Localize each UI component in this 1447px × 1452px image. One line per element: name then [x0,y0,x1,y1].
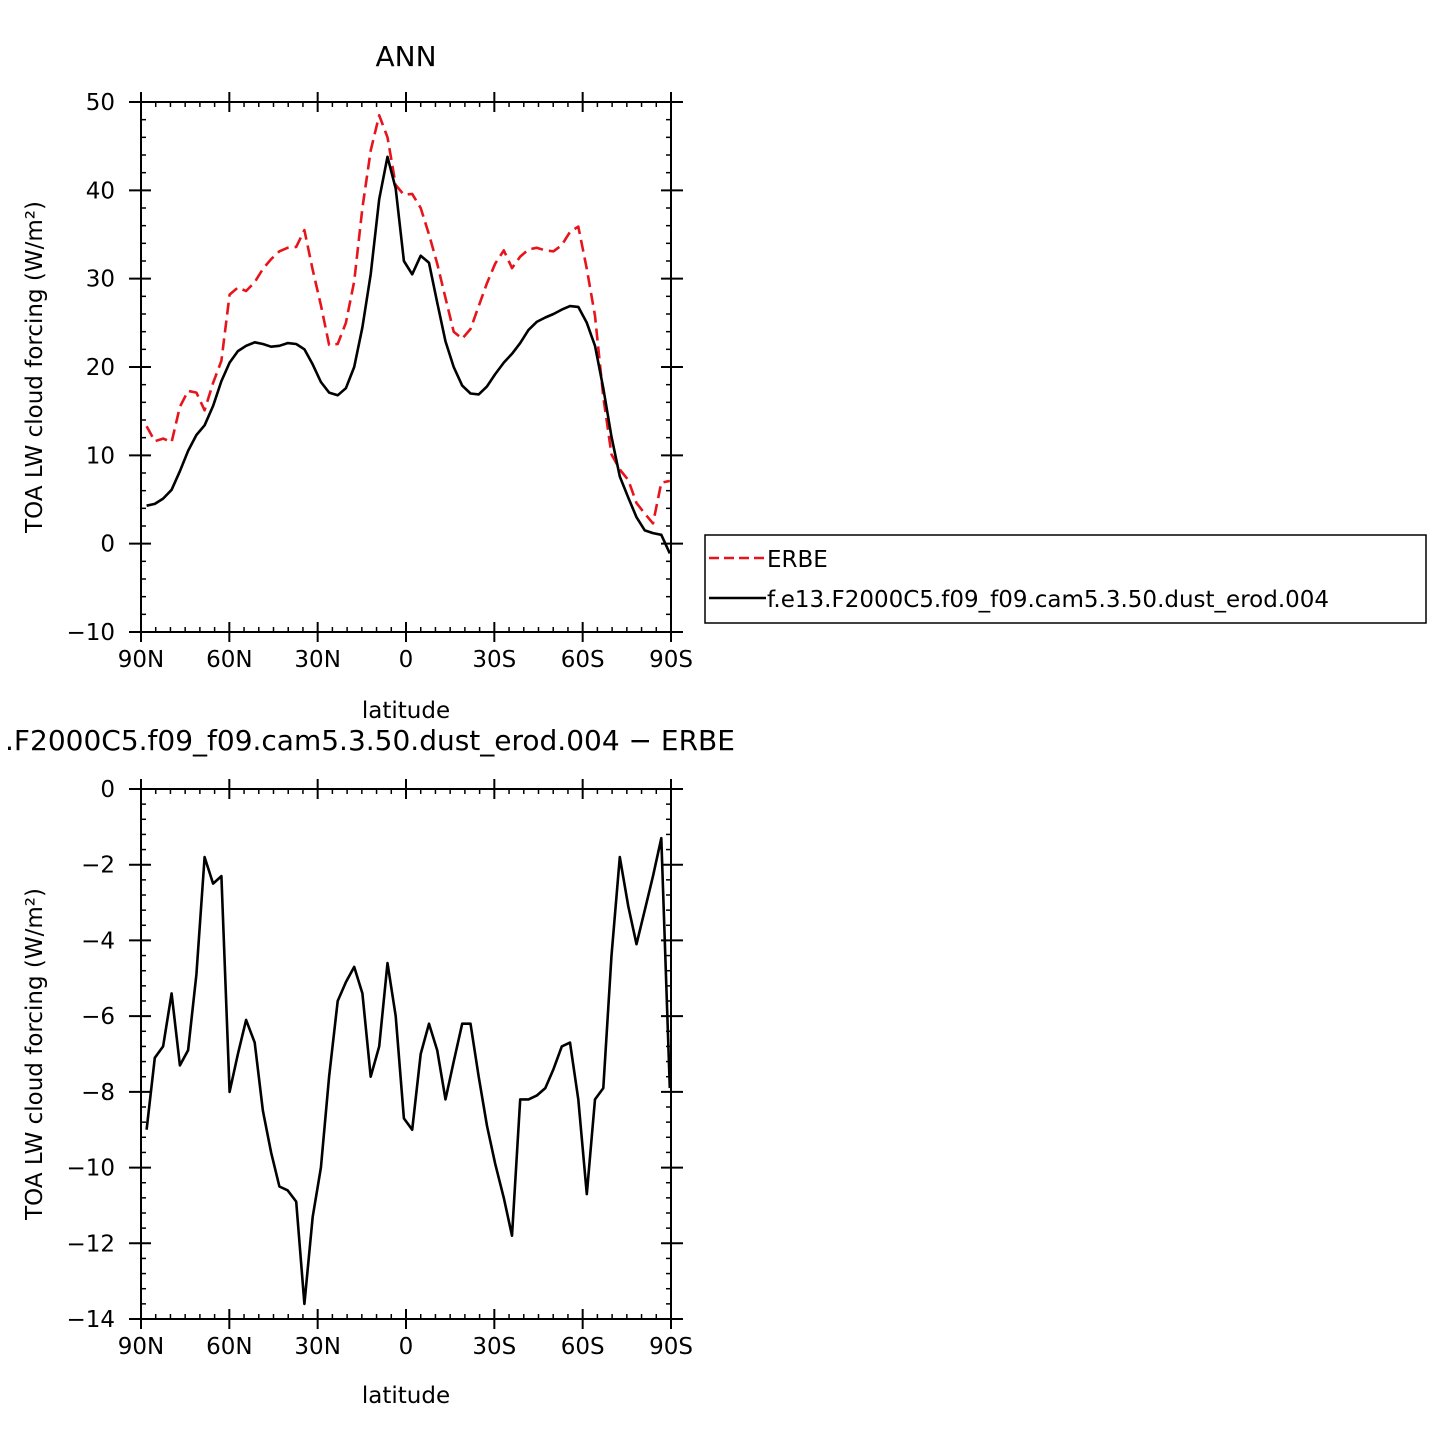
bottom-y-axis-label: TOA LW cloud forcing (W/m²) [22,888,48,1221]
top-chart: ANN TOA LW cloud forcing (W/m²) latitude… [22,40,693,724]
top-x-tick-label: 60N [206,647,252,673]
top-plot-frame [140,101,672,633]
top-x-tick-label: 90N [118,647,164,673]
bottom-chart: .F2000C5.f09_f09.cam5.3.50.dust_erod.004… [5,724,735,1409]
bottom-y-tick-label: −8 [81,1080,115,1106]
bottom-x-tick-label: 60S [561,1334,605,1360]
bottom-y-tick-label: −12 [66,1231,115,1257]
legend-label-erbe: ERBE [767,547,828,573]
top-legend: ERBE f.e13.F2000C5.f09_f09.cam5.3.50.dus… [704,534,1427,624]
bottom-y-tick-label: 0 [100,777,115,803]
bottom-x-axis-label: latitude [362,1383,450,1409]
bottom-x-tick-label: 90S [649,1334,693,1360]
top-y-tick-label: 50 [86,90,115,116]
bottom-x-tick-label: 30S [472,1334,516,1360]
top-x-tick-label: 30S [472,647,516,673]
top-x-tick-label: 90S [649,647,693,673]
top-y-tick-label: 10 [86,443,115,469]
top-series-lines [145,114,671,554]
bottom-y-tick-label: −4 [81,928,115,954]
bottom-y-tick-label: −2 [81,853,115,879]
bottom-x-tick-label: 90N [118,1334,164,1360]
bottom-y-tick-label: −14 [66,1307,115,1333]
top-x-tick-label: 30N [294,647,340,673]
bottom-y-tick-label: −10 [66,1156,115,1182]
legend-box [704,534,1427,624]
bottom-y-tick-label: −6 [81,1004,115,1030]
top-x-tick-label: 60S [561,647,605,673]
top-chart-title: ANN [375,40,436,73]
bottom-plot-frame [140,788,672,1320]
top-grid-ticks: 90N 60N 30N 0 30S 60S 90S −10 0 10 20 30 40 50 [66,90,692,673]
bottom-chart-title: .F2000C5.f09_f09.cam5.3.50.dust_erod.004… [5,724,735,757]
top-y-tick-label: 0 [100,532,115,558]
top-series-line-1 [146,155,671,554]
bottom-grid-ticks: 90N 60N 30N 0 30S 60S 90S −14 −12 −10 −8 −6 −4 −2 0 [66,777,692,1360]
bottom-x-tick-label: 0 [399,1334,414,1360]
top-y-tick-label: −10 [66,620,115,646]
top-y-tick-label: 20 [86,355,115,381]
bottom-series-lines [145,836,672,1306]
top-y-tick-label: 40 [86,178,115,204]
top-series-line-0 [145,114,671,525]
top-y-tick-label: 30 [86,267,115,293]
legend-label-model: f.e13.F2000C5.f09_f09.cam5.3.50.dust_ero… [767,587,1329,613]
bottom-x-tick-label: 60N [206,1334,252,1360]
top-x-tick-label: 0 [399,647,414,673]
bottom-series-line-0 [145,836,672,1306]
bottom-x-tick-label: 30N [294,1334,340,1360]
top-y-axis-label: TOA LW cloud forcing (W/m²) [22,201,48,534]
top-x-axis-label: latitude [362,698,450,724]
